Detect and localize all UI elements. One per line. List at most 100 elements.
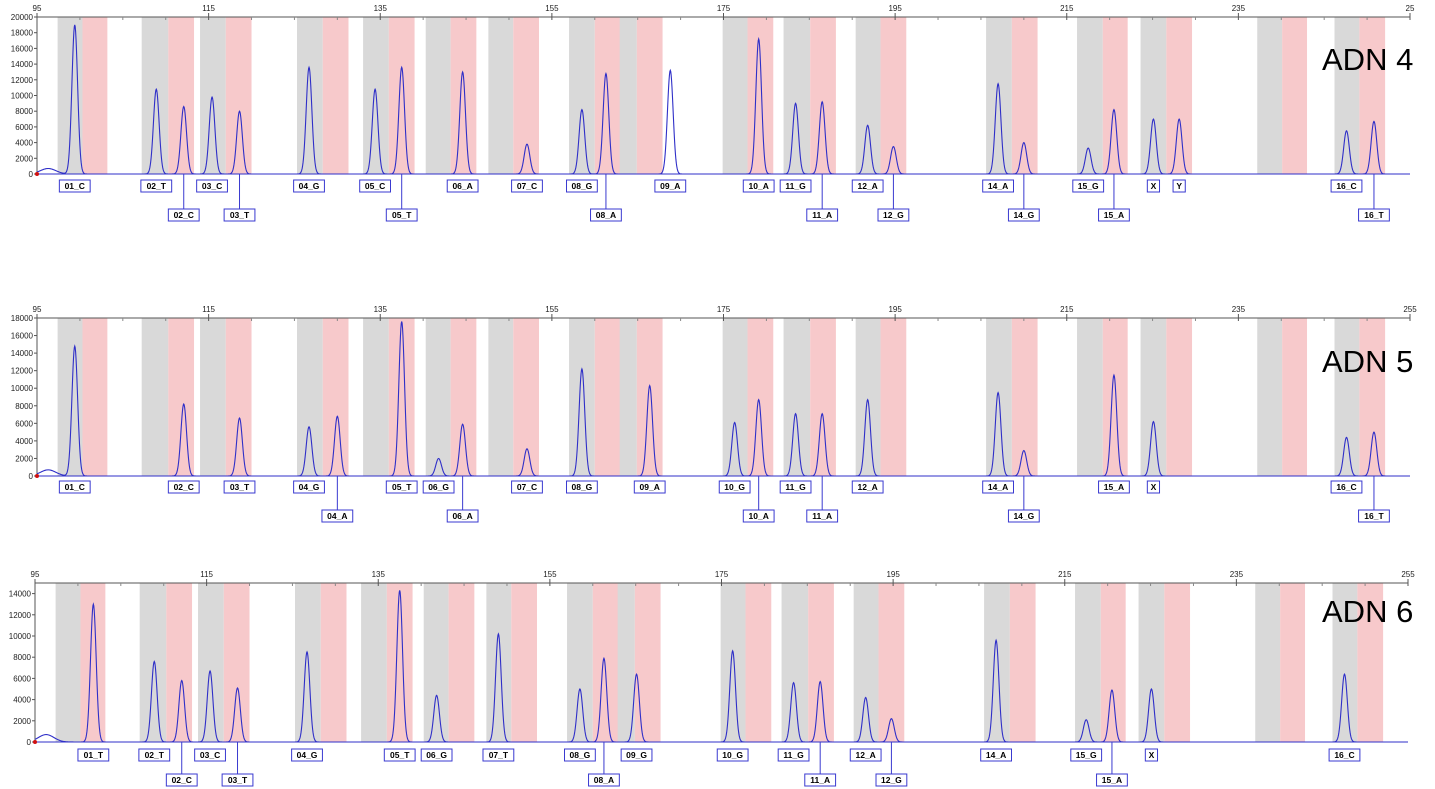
- allele-label-text: Y: [1176, 181, 1182, 191]
- x-tick-label: 95: [33, 305, 42, 314]
- x-tick-label: 235: [1232, 305, 1246, 314]
- allele-label-text: 15_G: [1078, 181, 1099, 191]
- bin-pink: [225, 318, 252, 476]
- peak-point: [605, 73, 606, 74]
- bin-gray: [567, 583, 593, 742]
- allele-label-text: 11_A: [812, 511, 832, 521]
- allele-label-box: [359, 179, 392, 193]
- bin-gray: [200, 318, 226, 476]
- allele-label: 02_T: [140, 179, 173, 193]
- peak-point: [1373, 121, 1374, 122]
- bin-gray: [722, 318, 748, 476]
- allele-label-box: [511, 179, 543, 193]
- y-tick-label: 0: [29, 472, 34, 481]
- peak-point: [998, 83, 999, 84]
- allele-label-text: 12_A: [858, 482, 878, 492]
- allele-label: 04_G: [293, 480, 325, 494]
- y-tick-label: 8000: [13, 653, 31, 662]
- peak-point: [1344, 674, 1345, 675]
- bin-gray: [1077, 17, 1103, 174]
- allele-label-text: 06_A: [452, 181, 472, 191]
- bin-gray: [986, 17, 1012, 174]
- bin-pink: [1166, 17, 1193, 174]
- allele-label-text: 03_C: [200, 750, 220, 760]
- bin-gray: [1257, 318, 1283, 476]
- allele-label-text: 10_G: [722, 750, 743, 760]
- allele-label: 01_T: [77, 748, 110, 762]
- bin-pink: [223, 583, 250, 742]
- x-ticks: 95 115 135 155 175 195 215 235 255: [31, 570, 1415, 586]
- allele-label: 12_A: [851, 179, 884, 193]
- bin-pink: [594, 17, 620, 174]
- bin-pink: [386, 583, 413, 742]
- allele-label-box: [1007, 509, 1040, 523]
- bin-gray: [486, 583, 512, 742]
- bin-gray: [1332, 583, 1358, 742]
- allele-label-box: [590, 208, 622, 222]
- allele-label: 12_G: [875, 742, 908, 787]
- allele-label-box: [654, 179, 687, 193]
- allele-label: 15_A: [1096, 742, 1128, 787]
- allele-label-box: [321, 509, 354, 523]
- allele-label-text: 02_T: [147, 181, 167, 191]
- peak-point: [579, 688, 580, 689]
- bin-gray: [1140, 318, 1167, 476]
- allele-label-box: [1330, 480, 1363, 494]
- bin-pink: [320, 583, 347, 742]
- peak-point: [581, 368, 582, 369]
- peak-point: [603, 658, 604, 659]
- allele-label-box: [633, 480, 666, 494]
- bin-gray: [363, 318, 389, 476]
- allele-label: 12_A: [851, 480, 884, 494]
- bin-gray: [1257, 17, 1283, 174]
- allele-label: 08_G: [566, 179, 598, 193]
- peak-point: [462, 71, 463, 72]
- bin-pink: [82, 318, 108, 476]
- allele-label-text: 14_A: [986, 750, 1006, 760]
- allele-label: 02_T: [138, 748, 171, 762]
- y-tick-label: 12000: [11, 367, 34, 376]
- allele-label-box: [196, 179, 228, 193]
- y-tick-label: 18000: [11, 314, 34, 323]
- bin-gray: [855, 318, 881, 476]
- allele-label-box: [1098, 208, 1130, 222]
- allele-label: 07_T: [482, 748, 515, 762]
- allele-label-box: [1330, 179, 1363, 193]
- baseline-dot: [35, 172, 39, 176]
- bin-pink: [1359, 17, 1386, 174]
- bin-pink: [388, 318, 415, 476]
- bin-pink: [450, 17, 477, 174]
- allele-label-text: 08_G: [572, 181, 593, 191]
- allele-label-text: 05_T: [392, 210, 412, 220]
- y-tick-label: 10000: [11, 92, 34, 101]
- bin-pink: [1280, 583, 1306, 742]
- allele-label: 01_C: [58, 480, 91, 494]
- allele-label: X: [1144, 748, 1159, 762]
- allele-label: 14_A: [982, 480, 1015, 494]
- bin-pink: [1166, 318, 1193, 476]
- allele-label-text: 11_G: [785, 482, 806, 492]
- bin-pink: [322, 17, 349, 174]
- allele-label: 08_A: [590, 174, 622, 222]
- bin-gray: [198, 583, 224, 742]
- peak-point: [820, 681, 821, 682]
- y-tick-label: 10000: [11, 384, 34, 393]
- x-tick-label: 25: [1406, 4, 1415, 13]
- allele-label-text: X: [1151, 181, 1157, 191]
- allele-label-box: [167, 480, 200, 494]
- y-ticks: 0 2000 4000 6000 8000 10000 12000 14000 16000 180…: [11, 314, 37, 481]
- peak-point: [74, 24, 75, 25]
- peak-point: [1151, 688, 1152, 689]
- allele-label-text: 03_T: [230, 482, 250, 492]
- peak-point: [436, 695, 437, 696]
- allele-label: 06_A: [446, 179, 479, 193]
- allele-label-box: [482, 748, 515, 762]
- allele-label-text: 04_G: [297, 750, 318, 760]
- allele-label-text: 16_C: [1334, 750, 1354, 760]
- allele-label-box: [1072, 179, 1105, 193]
- allele-label-text: 03_T: [230, 210, 250, 220]
- bin-gray: [423, 583, 449, 742]
- allele-label: 14_A: [982, 179, 1015, 193]
- allele-label-box: [566, 480, 598, 494]
- bin-gray: [297, 17, 323, 174]
